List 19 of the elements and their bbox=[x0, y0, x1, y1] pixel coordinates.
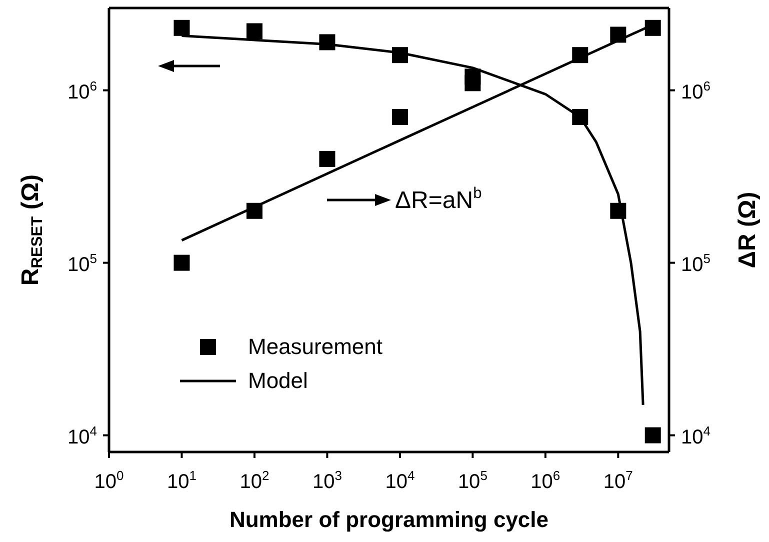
legend-label: Model bbox=[248, 368, 308, 394]
text: 10$^{6}$ bbox=[681, 78, 710, 104]
legend-label: Measurement bbox=[248, 334, 383, 360]
x-tick-label: 10$^{2}$ bbox=[240, 468, 270, 493]
y-tick-label: 10$^{4}$ bbox=[68, 423, 97, 448]
annotation: ΔR=aN$^{b}$ bbox=[395, 185, 482, 214]
text: 10$^{4}$ bbox=[681, 423, 710, 448]
x-tick-label: 10$^{4}$ bbox=[385, 468, 415, 493]
y-tick-label: 10$^{6}$ bbox=[68, 78, 97, 104]
text: 10$^{5}$ bbox=[681, 250, 710, 276]
x-tick-label: 10$^{7}$ bbox=[603, 468, 633, 493]
x-tick-label: 10$^{0}$ bbox=[94, 468, 124, 493]
x-tick-label: 10$^{5}$ bbox=[458, 468, 488, 493]
x-tick-label: 10$^{6}$ bbox=[530, 468, 560, 493]
x-tick-label: 10$^{3}$ bbox=[312, 468, 342, 493]
x-tick-label: 10$^{1}$ bbox=[166, 468, 196, 493]
x-axis-title: Number of programming cycle bbox=[229, 507, 549, 532]
y-tick-label: 10$^{5}$ bbox=[68, 250, 97, 276]
y2-axis-title: ΔR (Ω) bbox=[734, 192, 761, 268]
